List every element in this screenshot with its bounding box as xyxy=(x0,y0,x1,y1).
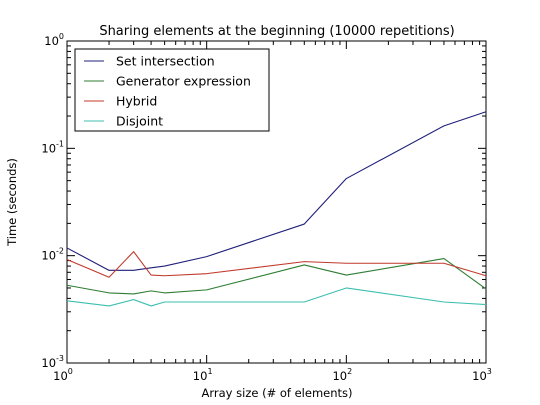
legend-label: Disjoint xyxy=(116,114,163,129)
y-tick-label: 10-2 xyxy=(41,247,64,263)
tick-labels: 100 101 102 103 10-3 10-2 10-1 100 xyxy=(41,32,491,383)
legend-label: Generator expression xyxy=(116,74,251,89)
series-line-set-intersection xyxy=(66,111,487,271)
x-tick-label: 102 xyxy=(332,367,352,383)
y-tick-label: 10-3 xyxy=(41,354,64,370)
x-tick-label: 103 xyxy=(472,367,492,383)
x-tick-label: 101 xyxy=(193,367,213,383)
x-axis-label: Array size (# of elements) xyxy=(202,386,353,400)
series-layer xyxy=(66,111,487,307)
series-line-hybrid xyxy=(66,251,487,278)
x-tick-label: 100 xyxy=(53,367,73,383)
series-line-generator-expression xyxy=(66,257,487,295)
legend-box xyxy=(74,48,270,132)
y-tick-label: 10-1 xyxy=(41,139,64,155)
legend-label: Set intersection xyxy=(116,54,215,69)
plot-frame xyxy=(66,40,487,364)
chart-title: Sharing elements at the beginning (10000… xyxy=(99,24,454,39)
legend: Set intersection Generator expression Hybr… xyxy=(74,48,270,132)
series-line-disjoint xyxy=(66,287,487,307)
y-axis-label: Time (seconds) xyxy=(5,158,19,247)
legend-label: Hybrid xyxy=(116,94,157,109)
tick-marks xyxy=(66,40,487,364)
y-tick-label: 100 xyxy=(44,32,64,48)
